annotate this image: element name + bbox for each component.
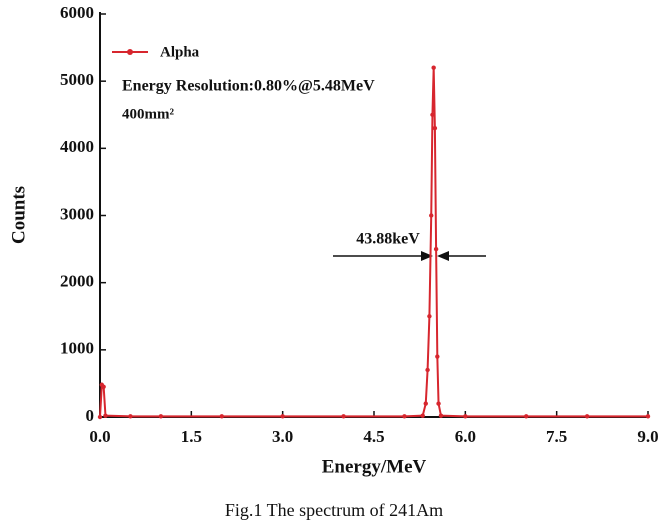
arrow-head [437,251,449,261]
y-tick-label: 3000 [60,204,94,223]
data-point [280,414,285,419]
x-tick-label: 1.5 [181,427,202,446]
data-point [431,65,436,70]
data-point [463,414,468,419]
data-point [341,414,346,419]
y-tick-label: 2000 [60,272,94,291]
annotation: 400mm² [122,106,174,122]
data-point [438,413,444,418]
data-point [436,401,441,406]
y-tick-label: 0 [86,406,95,425]
data-point [97,414,103,420]
data-point [432,125,438,131]
x-axis-label: Energy/MeV [322,456,427,477]
data-point [101,384,106,389]
data-point [584,414,590,419]
x-tick-label: 7.5 [546,427,567,446]
caption: Fig.1 The spectrum of 241Am [225,500,443,520]
y-tick-label: 5000 [60,70,94,89]
annotation: 43.88keV [356,231,420,248]
x-tick-label: 6.0 [455,427,476,446]
data-point [433,246,439,252]
x-tick-label: 0.0 [89,427,110,446]
data-point [158,414,164,419]
data-point [435,354,440,359]
data-point [645,414,651,419]
data-point [524,414,529,419]
data-point [219,414,224,419]
y-tick-label: 1000 [60,339,94,358]
legend-marker [127,49,133,55]
data-point [427,314,432,319]
data-point [402,414,407,419]
x-tick-label: 4.5 [363,427,384,446]
data-point [420,413,425,418]
legend-label: Alpha [160,44,200,60]
x-tick-label: 9.0 [637,427,658,446]
data-point [429,213,434,218]
data-point [430,112,435,117]
y-tick-label: 6000 [60,3,94,22]
data-point [103,413,108,418]
x-tick-label: 3.0 [272,427,293,446]
y-tick-label: 4000 [60,137,94,156]
y-axis-label: Counts [8,186,29,244]
data-point [128,414,133,419]
annotation: Energy Resolution:0.80%@5.48MeV [122,78,375,95]
arrow-head [421,251,433,261]
data-point [425,367,430,373]
data-point [423,401,428,406]
